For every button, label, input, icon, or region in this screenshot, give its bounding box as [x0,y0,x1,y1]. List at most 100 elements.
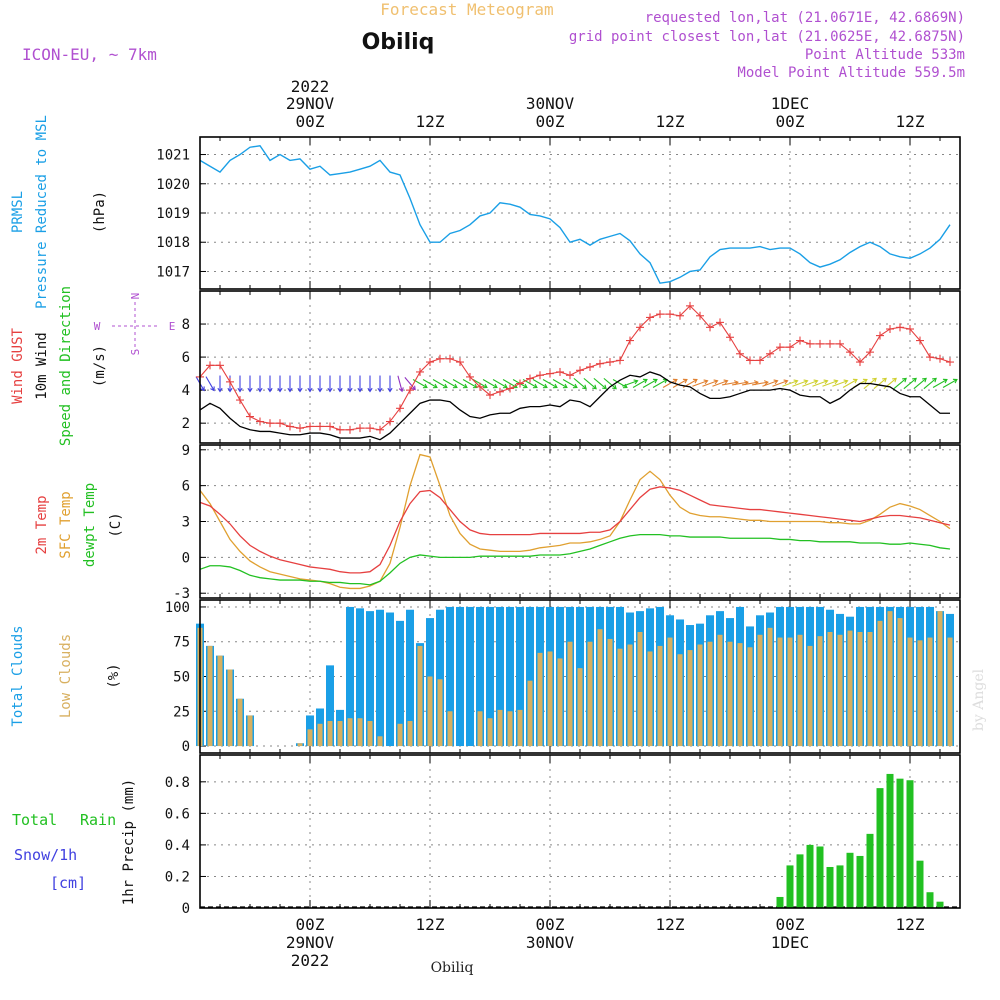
low-cloud-bar [907,637,913,747]
total-cloud-bar [486,606,494,747]
wind-direction-arrow [862,378,868,384]
low-cloud-bar [597,629,603,747]
wind-direction-arrow [913,377,927,390]
wind-direction-arrow [882,377,887,383]
wind-direction-arrow [932,379,948,388]
wind-direction-arrow [367,387,373,393]
wind-direction-arrow [472,383,478,389]
wind-direction-arrow [572,383,578,389]
pressure-label-msl: Pressure Reduced to MSL [34,115,50,309]
wind-direction-arrow [752,381,768,386]
low-cloud-bar [327,721,333,747]
wind-direction-arrow [702,380,718,387]
total-cloud-bar [396,620,404,747]
rain-bar [866,833,874,908]
wind-direction-arrow [542,379,558,388]
low-cloud-bar [877,620,883,747]
low-cloud-bar [627,644,633,747]
precip-ytick-label: 0 [182,901,190,917]
low-cloud-bar [477,711,483,747]
rain-bar [816,846,824,908]
rain-bar [786,865,794,908]
top-hour-label: 00Z [296,112,325,131]
wind-direction-arrow [452,383,458,389]
low-cloud-bar [427,676,433,747]
clouds-ytick-label: 0 [182,739,190,755]
wind-direction-arrow [922,377,927,383]
wind-direction-arrow [802,380,818,387]
rain-bar [856,855,864,908]
total-cloud-bar [406,609,414,747]
wind-direction-arrow [793,379,799,385]
low-cloud-bar [677,654,683,747]
pressure-ytick-label: 1019 [156,206,190,222]
top-hour-label: 12Z [416,112,445,131]
wind-direction-arrow [522,383,528,389]
wind-direction-arrow [763,380,769,386]
wind-direction-arrow [462,383,468,389]
wind-ytick-label: 6 [182,350,190,366]
low-cloud-bar [887,611,893,747]
low-cloud-bar [667,637,673,747]
precip-cm-label: [cm] [50,874,86,892]
precip-rain-label: Rain [80,811,116,829]
low-cloud-bar [207,645,213,747]
top-hour-label: 12Z [656,112,685,131]
clouds-frame [199,599,961,754]
low-cloud-bar [337,721,343,747]
precip-panel: Total Rain Snow/1h [cm] 1hr Precip (mm) … [12,754,961,917]
bottom-year-label: 2022 [291,951,330,970]
low-cloud-bar [747,647,753,747]
wind-direction-arrow [602,384,607,390]
wind-direction-arrow [422,379,438,388]
precip-ytick-label: 0.8 [165,775,190,791]
wind-direction-arrow [317,387,323,393]
low-cloud-bar [567,641,573,747]
wind-direction-arrow [482,383,488,389]
wind-ytick-label: 2 [182,416,190,432]
top-date-label: 29NOV [286,94,335,113]
wind-direction-arrow [903,377,917,390]
wind-direction-arrow [297,387,303,393]
wind-direction-arrow [942,378,948,384]
wind-direction-arrow [612,379,628,388]
wind-direction-arrow [813,379,819,385]
pressure-ytick-label: 1017 [156,264,190,280]
low-cloud-bar [857,631,863,747]
wind-direction-arrow [682,378,688,384]
bottom-hour-label: 12Z [656,915,685,934]
rain-bar [896,778,904,908]
wind-direction-arrow [612,384,617,390]
wind-direction-arrow [267,387,273,393]
pressure-ytick-label: 1021 [156,148,190,164]
total-cloud-bar [376,609,384,747]
low-cloud-bar [227,669,233,747]
wind-direction-arrow [773,379,779,385]
total-cloud-bar [496,606,504,747]
low-cloud-bar [537,652,543,747]
wind-direction-arrow [227,387,233,393]
total-cloud-bar [466,606,474,747]
temperature-ytick-label: 3 [182,515,190,531]
low-cloud-bar [547,651,553,747]
wind-direction-arrow [287,387,293,393]
rain-bar [776,896,784,908]
wind-direction-arrow [397,375,403,392]
wind-direction-arrow [672,379,688,388]
low-clouds-label: Low Clouds [58,634,74,718]
temp-dew-label: dewpt Temp [82,483,98,567]
wind-direction-arrow [873,377,887,390]
total-cloud-bar [356,608,364,747]
pressure-frame [199,136,961,290]
wind-direction-arrow [892,377,897,383]
total-cloud-bar [526,606,534,747]
low-cloud-bar [897,618,903,747]
precip-ytick-label: 0.6 [165,806,190,822]
low-cloud-bar [647,651,653,747]
bottom-hour-label: 12Z [416,915,445,934]
low-cloud-bar [497,709,503,747]
wind-gust-label: Wind GUST [10,328,26,404]
low-cloud-bar [237,698,243,747]
low-cloud-bar [657,645,663,747]
low-cloud-bar [817,636,823,747]
